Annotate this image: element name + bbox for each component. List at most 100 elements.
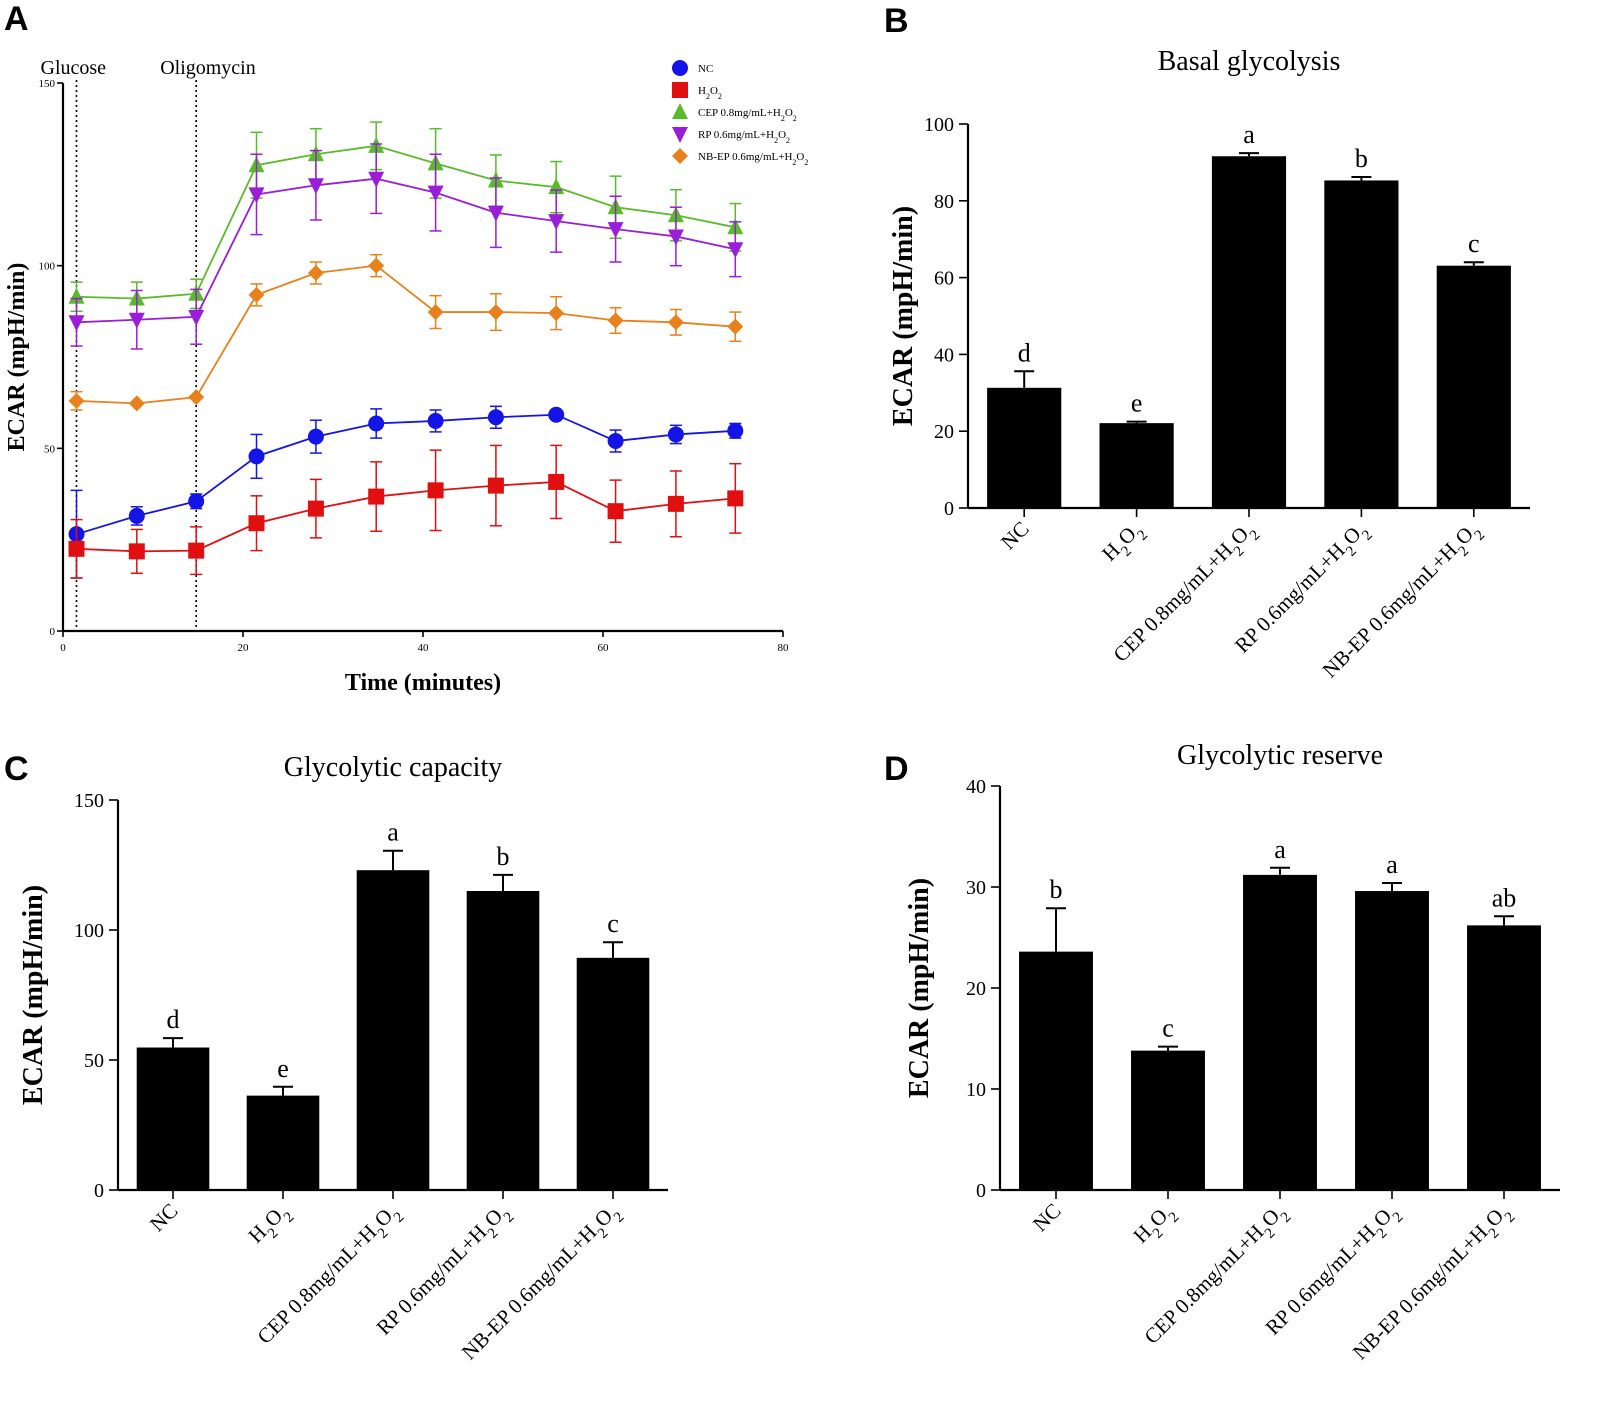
panel-a-legend-label: RP 0.6mg/mL+H2O2 <box>698 129 790 145</box>
panel-d-y-tick-label: 0 <box>976 1180 986 1202</box>
panel-c-significance-letter: a <box>387 818 399 847</box>
panel-b-y-tick-label: 100 <box>924 114 954 136</box>
panel-b-bar <box>1324 180 1399 508</box>
panel-d-y-tick-label: 30 <box>966 877 986 899</box>
panel-a-x-tick-label: 80 <box>778 642 790 654</box>
panel-a-y-tick-label: 0 <box>50 626 56 638</box>
panel-d-bar <box>1243 874 1317 1190</box>
panel-a-data-point <box>487 477 504 494</box>
panel-b-significance-letter: d <box>1018 338 1031 367</box>
panel-b-bar <box>1099 423 1174 508</box>
panel-d-category-label: H2O2 <box>1129 1199 1183 1253</box>
panel-a-x-axis-label: Time (minutes) <box>345 670 501 696</box>
panel-c-significance-letter: c <box>607 909 619 938</box>
panel-b-y-tick-label: 0 <box>944 498 954 520</box>
panel-d-significance-letter: b <box>1050 875 1063 904</box>
panel-d-bar <box>1019 951 1093 1190</box>
panel-b-title: Basal glycolysis <box>1158 46 1341 77</box>
panel-d-significance-letter: c <box>1162 1014 1174 1043</box>
panel-a-x-tick-label: 20 <box>238 642 250 654</box>
panel-b-category-label: H2O2 <box>1097 517 1151 571</box>
panel-a-data-point <box>427 412 444 429</box>
panel-a-x-tick-label: 0 <box>60 642 66 654</box>
panel-a-data-point <box>248 187 265 204</box>
panel-a-data-point <box>667 314 684 331</box>
panel-a-series-line <box>76 413 736 536</box>
panel-d-title: Glycolytic reserve <box>1177 740 1383 771</box>
panel-d-y-tick-label: 10 <box>966 1079 986 1101</box>
panel-b-y-axis-label: ECAR (mpH/min) <box>888 206 919 426</box>
panel-label-b: B <box>884 2 909 40</box>
panel-a-y-axis-label: ECAR (mpH/min) <box>4 263 30 452</box>
panel-a-data-point <box>727 422 744 439</box>
panel-a-series-line <box>76 481 736 553</box>
panel-a-legend-label: CEP 0.8mg/mL+H2O2 <box>698 107 797 123</box>
panel-a-series-line <box>76 264 736 405</box>
panel-a-injection-label: Oligomycin <box>160 57 256 79</box>
panel-a-series-1 <box>68 444 744 579</box>
panel-a-data-point <box>368 257 385 274</box>
panel-a-data-point <box>727 318 744 335</box>
panel-a-legend-label: NB-EP 0.6mg/mL+H2O2 <box>698 151 808 167</box>
panel-b-bar <box>1211 156 1287 509</box>
panel-a-data-point <box>188 309 205 326</box>
panel-d-bar <box>1355 891 1429 1190</box>
panel-a-data-point <box>307 500 324 517</box>
panel-a-data-point <box>128 543 145 560</box>
panel-d-significance-letter: ab <box>1492 883 1517 912</box>
panel-a-legend-label: H2O2 <box>698 85 722 101</box>
panel-a-data-point <box>368 415 385 432</box>
panel-a-x-tick-label: 40 <box>418 642 430 654</box>
panel-b-y-tick-label: 20 <box>934 421 954 443</box>
panel-a-data-point <box>607 222 624 239</box>
panel-a-data-point <box>128 395 145 412</box>
panel-d-significance-letter: a <box>1386 850 1398 879</box>
panel-b-y-tick-label: 80 <box>934 191 954 213</box>
panel-c-bar <box>246 1095 320 1190</box>
panel-label-d: D <box>884 750 909 788</box>
panel-a-series-4 <box>68 253 744 412</box>
panel-c-category-label: H2O2 <box>244 1199 298 1253</box>
panel-a-data-point <box>667 426 684 443</box>
panel-b-significance-letter: c <box>1468 229 1480 258</box>
panel-a-data-point <box>307 264 324 281</box>
panel-a-y-tick-label: 100 <box>39 261 56 273</box>
panel-a-data-point <box>68 287 85 304</box>
panel-c-bar-chart: Glycolytic capacity ECAR (mpH/min) 0 50 100 1… <box>18 752 668 1364</box>
panel-c-y-tick-label: 0 <box>94 1180 104 1202</box>
panel-b-bar-chart: Basal glycolysis ECAR (mpH/min) 0 20 40 60 80 1… <box>888 46 1530 682</box>
panel-label-c: C <box>4 750 29 788</box>
panel-a-data-point <box>368 488 385 505</box>
panel-a-data-point <box>68 315 85 332</box>
panel-a-data-point <box>188 542 205 559</box>
panel-a-data-point <box>427 185 444 202</box>
panel-a-data-point <box>368 171 385 188</box>
panel-a-injection-label: Glucose <box>41 57 107 79</box>
panel-a-data-point <box>248 448 265 465</box>
panel-b-category-label: NC <box>996 517 1034 555</box>
panel-b-y-tick-label: 40 <box>934 344 954 366</box>
panel-a-data-point <box>68 540 85 557</box>
panel-a-series-line <box>76 144 736 300</box>
panel-a-data-point <box>548 214 565 231</box>
panel-c-y-tick-label: 50 <box>84 1050 104 1072</box>
panel-a-legend-marker <box>672 60 688 76</box>
panel-c-category-label: NC <box>145 1199 183 1237</box>
panel-c-bar <box>576 957 650 1190</box>
panel-a-data-point <box>128 312 145 329</box>
panel-a-legend-label: NC <box>698 63 713 75</box>
panel-a-line-chart: 0 50 100 150 0 20 40 60 80 Time (minutes) ECAR (mp… <box>4 57 808 696</box>
panel-c-significance-letter: b <box>497 842 510 871</box>
panel-a-data-point <box>548 305 565 322</box>
panel-a-data-point <box>667 229 684 246</box>
panel-c-significance-letter: e <box>277 1054 289 1083</box>
panel-c-bar <box>466 891 540 1190</box>
panel-b-bar <box>1436 265 1511 508</box>
panel-a-data-point <box>427 304 444 321</box>
panel-a-data-point <box>128 507 145 524</box>
panel-a-y-tick-label: 50 <box>44 443 56 455</box>
panel-b-significance-letter: e <box>1131 389 1143 418</box>
panel-d-y-tick-label: 40 <box>966 776 986 798</box>
panel-a-data-point <box>487 205 504 222</box>
panel-a-data-point <box>727 242 744 259</box>
